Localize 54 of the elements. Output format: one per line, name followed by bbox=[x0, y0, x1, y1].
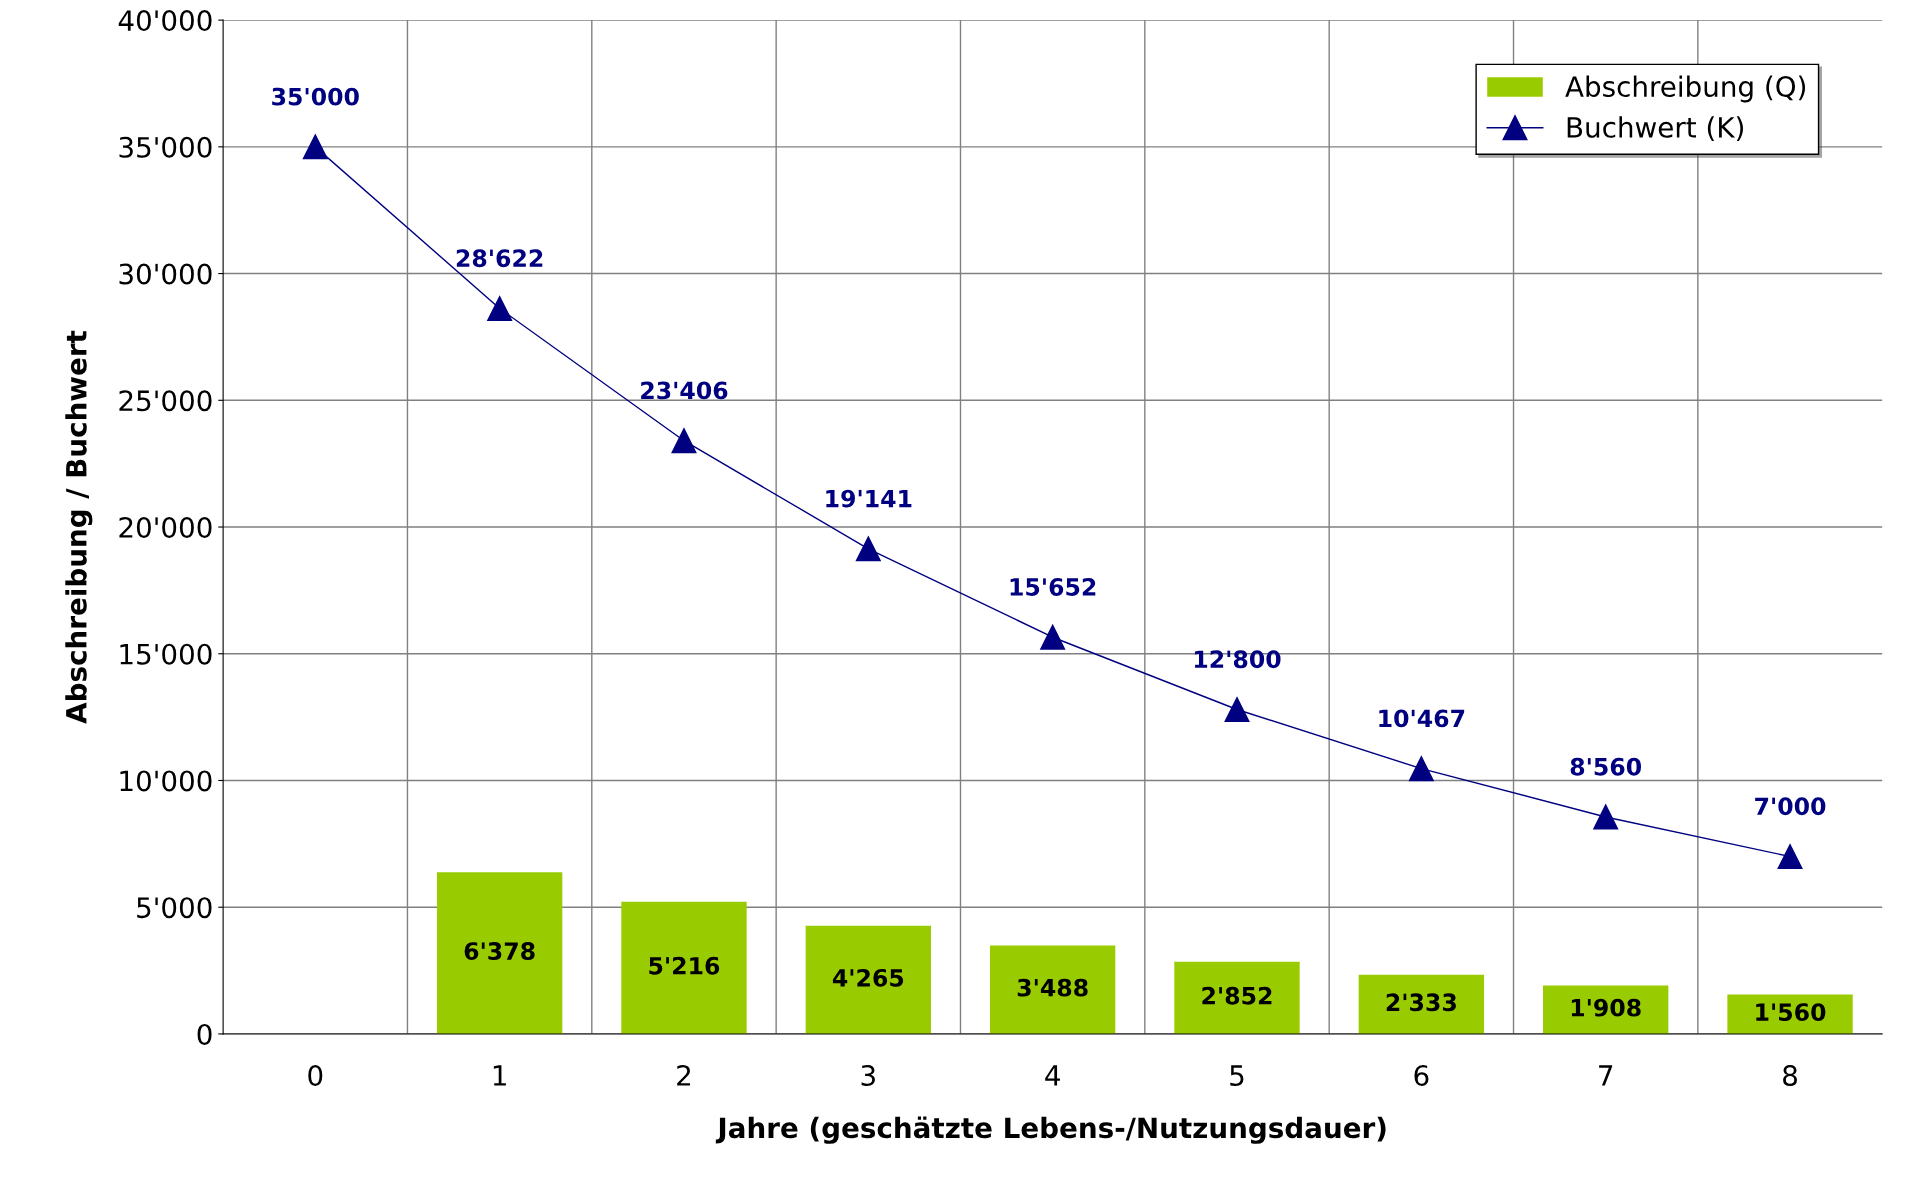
data-label: 1'908 bbox=[1571, 998, 1641, 1017]
data-label: 10'467 bbox=[1379, 709, 1465, 728]
y-tick-label: 40'000 bbox=[118, 10, 212, 32]
data-label: 23'406 bbox=[641, 381, 728, 400]
point bbox=[487, 295, 513, 321]
y-tick-label: 5'000 bbox=[137, 897, 212, 919]
bar bbox=[1358, 974, 1485, 1034]
point bbox=[855, 536, 881, 562]
legend-label: Abschreibung (Q) bbox=[1565, 75, 1806, 103]
y-axis-title: Abschreibung / Buchwert bbox=[65, 330, 93, 724]
y-tick-label: 25'000 bbox=[119, 390, 212, 412]
point bbox=[1777, 844, 1803, 870]
x-tick-label: 1 bbox=[493, 1065, 506, 1086]
bar bbox=[1174, 961, 1300, 1034]
point bbox=[1224, 697, 1250, 723]
y-tick-label: 20'000 bbox=[119, 516, 212, 538]
data-label: 1'560 bbox=[1756, 1003, 1826, 1022]
point bbox=[1593, 804, 1619, 830]
data-label: 8'560 bbox=[1570, 757, 1642, 776]
x-tick-label: 7 bbox=[1599, 1065, 1613, 1086]
x-tick-label: 2 bbox=[677, 1064, 691, 1086]
legend-label: Buchwert (K) bbox=[1567, 116, 1743, 142]
y-tick-label: 35'000 bbox=[119, 136, 212, 158]
y-tick-label: 0 bbox=[197, 1023, 212, 1045]
bar bbox=[805, 925, 931, 1034]
data-label: 12'800 bbox=[1194, 650, 1281, 669]
x-axis-title: Jahre (geschätzte Lebens-/Nutzungsdauer) bbox=[715, 1116, 1386, 1144]
data-label: 5'216 bbox=[649, 956, 720, 975]
bar bbox=[621, 901, 747, 1034]
x-tick-label: 5 bbox=[1230, 1065, 1244, 1086]
data-label: 4'265 bbox=[832, 968, 904, 987]
x-tick-label: 0 bbox=[308, 1064, 323, 1086]
y-tick-label: 10'000 bbox=[120, 770, 212, 792]
point bbox=[1408, 756, 1434, 782]
data-label: 3'488 bbox=[1017, 978, 1088, 997]
data-label: 6'378 bbox=[464, 942, 535, 960]
data-label: 28'622 bbox=[456, 249, 543, 268]
y-tick-label: 30'000 bbox=[119, 263, 212, 285]
x-tick-label: 8 bbox=[1783, 1064, 1797, 1086]
x-tick-label: 3 bbox=[861, 1064, 875, 1086]
x-tick-label: 6 bbox=[1414, 1064, 1429, 1086]
bar bbox=[989, 945, 1116, 1034]
data-label: 7'000 bbox=[1755, 797, 1826, 816]
point bbox=[302, 134, 328, 160]
y-tick-label: 15'000 bbox=[120, 643, 212, 665]
bar bbox=[436, 872, 563, 1034]
point bbox=[1040, 624, 1066, 650]
data-label: 19'141 bbox=[826, 489, 912, 508]
data-label: 2'852 bbox=[1202, 986, 1272, 1005]
data-label: 35'000 bbox=[272, 87, 359, 106]
data-label: 15'652 bbox=[1010, 578, 1096, 596]
data-label: 2'333 bbox=[1386, 993, 1456, 1012]
x-tick-label: 4 bbox=[1045, 1065, 1060, 1086]
point bbox=[671, 428, 697, 454]
